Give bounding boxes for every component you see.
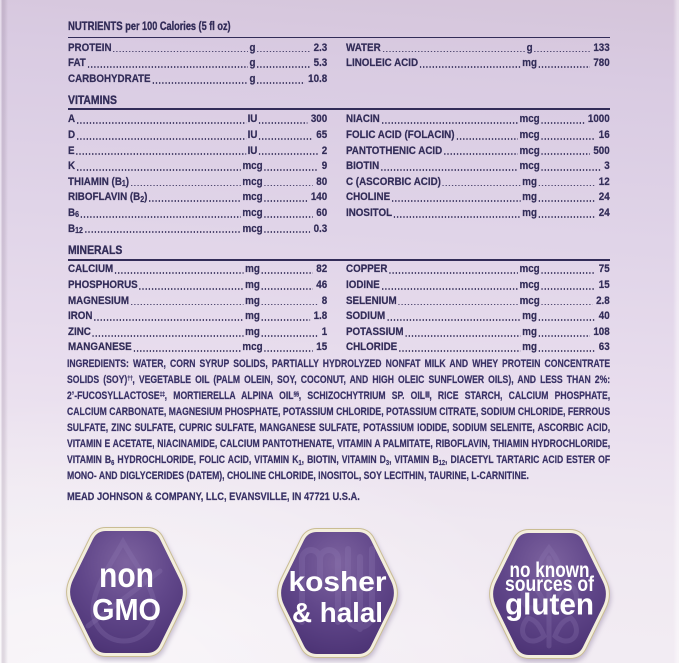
svg-text:no known: no known xyxy=(510,559,590,582)
svg-text:non: non xyxy=(99,556,154,595)
svg-text:sources of: sources of xyxy=(505,573,595,596)
svg-text:& halal: & halal xyxy=(292,597,383,628)
svg-text:gluten: gluten xyxy=(505,586,594,621)
svg-text:GMO: GMO xyxy=(92,592,161,627)
svg-text:kosher: kosher xyxy=(289,566,387,597)
